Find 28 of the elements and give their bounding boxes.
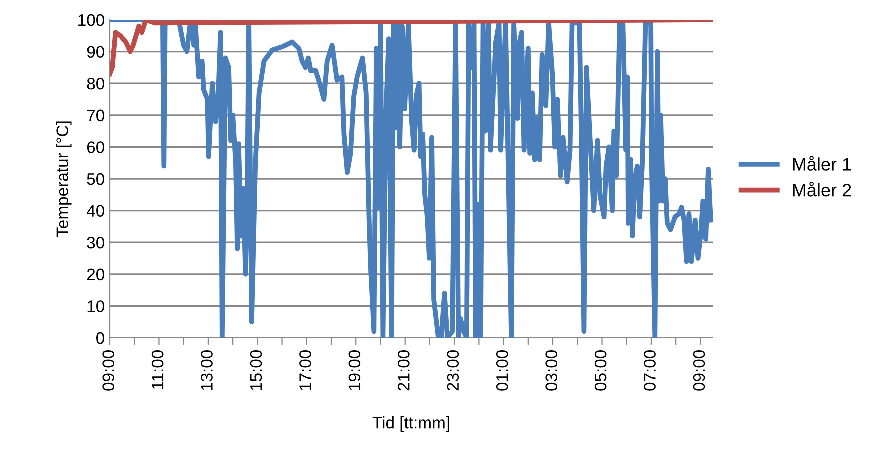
legend-label: Måler 2 bbox=[793, 182, 852, 197]
y-tick-label: 90 bbox=[87, 46, 104, 58]
x-tick-label: 15:00 bbox=[250, 350, 262, 390]
x-tick-label: 07:00 bbox=[644, 350, 656, 391]
y-axis-title: Temperatur [°C] bbox=[56, 122, 72, 238]
y-tick-label: 30 bbox=[87, 237, 104, 249]
y-tick-label: 70 bbox=[87, 110, 104, 122]
x-tick-label: 13:00 bbox=[201, 350, 213, 390]
y-tick-label: 10 bbox=[88, 300, 104, 312]
legend-label: Måler 1 bbox=[793, 156, 852, 171]
x-tick-label: 09:00 bbox=[102, 350, 114, 391]
y-tick-label: 60 bbox=[87, 142, 104, 154]
x-tick-label: 11:00 bbox=[152, 350, 164, 390]
x-tick-label: 01:00 bbox=[496, 350, 508, 391]
x-tick-label: 21:00 bbox=[398, 350, 410, 391]
x-tick-label: 23:00 bbox=[447, 350, 460, 391]
x-axis-title: Tid [tt:mm] bbox=[372, 416, 450, 432]
x-tick-label: 19:00 bbox=[348, 350, 361, 390]
y-tick-label: 0 bbox=[96, 332, 104, 344]
x-tick-label: 05:00 bbox=[594, 350, 607, 391]
y-tick-label: 80 bbox=[87, 78, 104, 90]
x-tick-label: 03:00 bbox=[546, 350, 558, 391]
x-tick-label: 09:00 bbox=[693, 350, 706, 391]
y-tick-label: 100 bbox=[78, 14, 104, 26]
y-tick-label: 20 bbox=[87, 268, 104, 281]
x-tick-label: 17:00 bbox=[300, 350, 312, 390]
y-tick-label: 50 bbox=[87, 173, 104, 186]
y-tick-label: 40 bbox=[86, 205, 104, 218]
